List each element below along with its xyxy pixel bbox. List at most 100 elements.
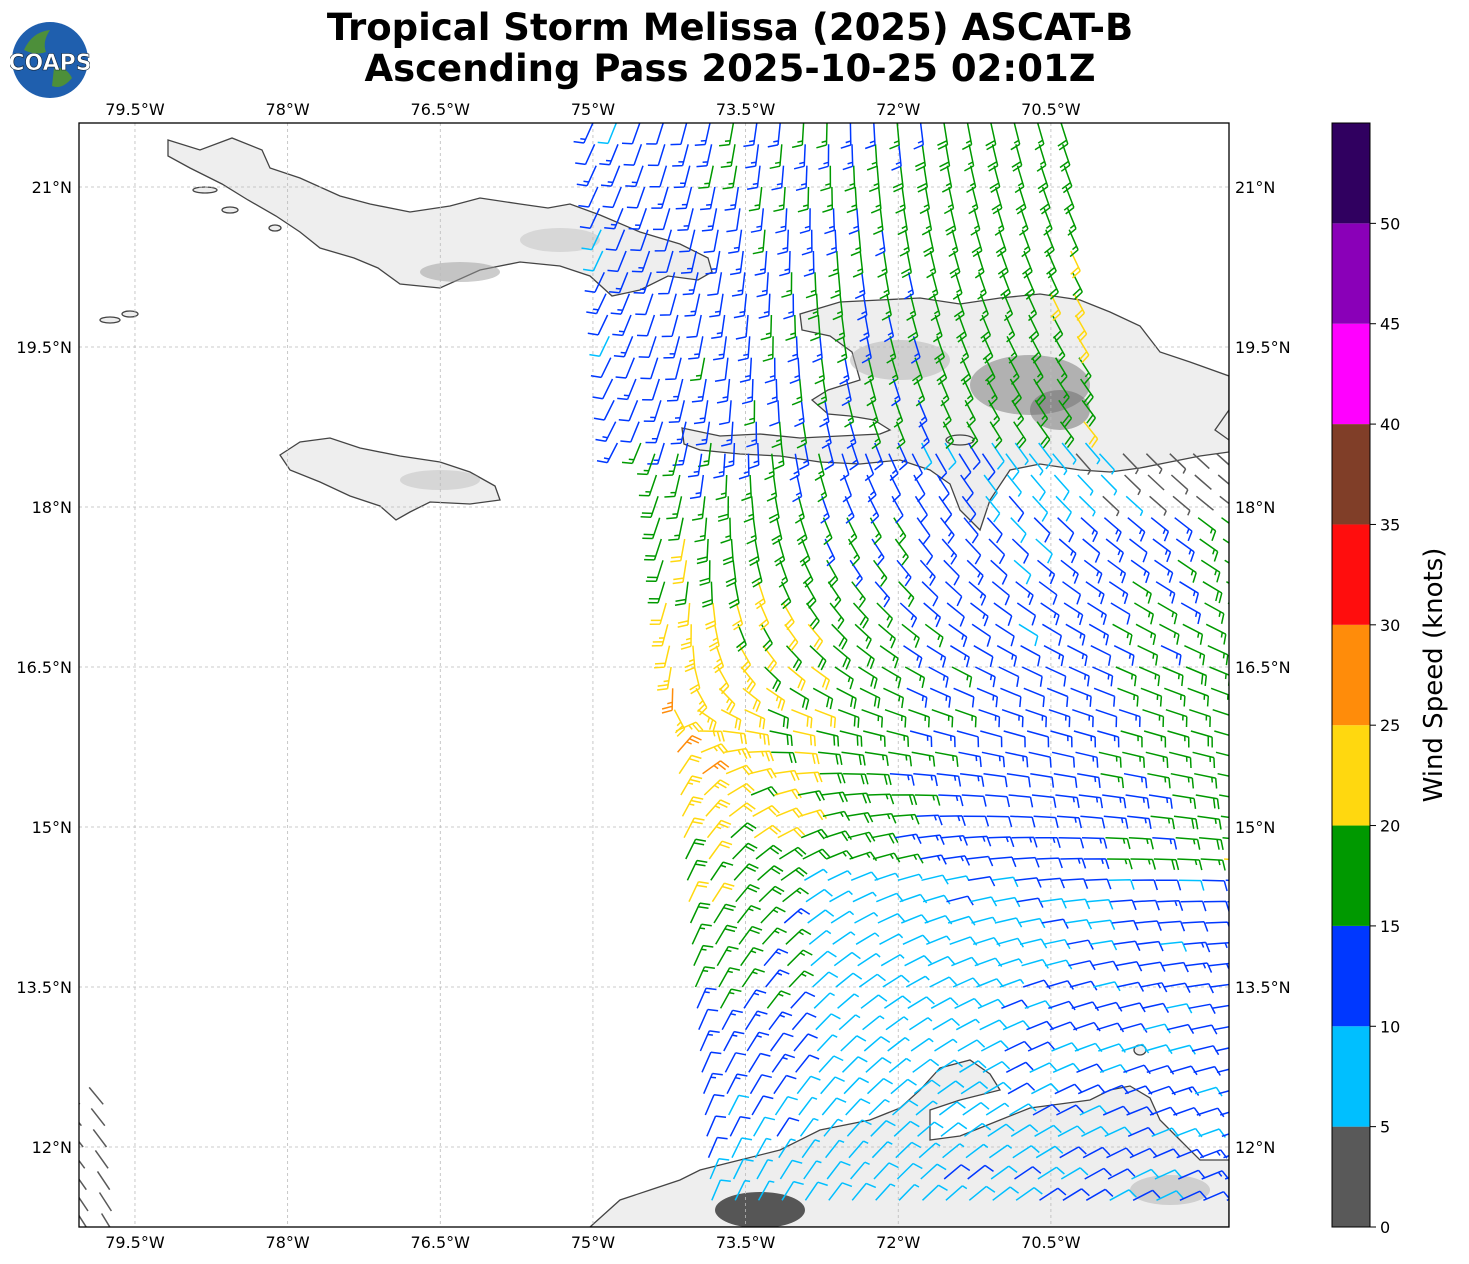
wind-barb (1194, 772, 1218, 789)
wind-barb (1136, 940, 1164, 952)
wind-barb (1195, 495, 1214, 511)
wind-barb (1000, 687, 1022, 708)
wind-barb (1030, 474, 1046, 502)
wind-barb (706, 1115, 727, 1137)
wind-barb (727, 782, 755, 796)
wind-barb (924, 623, 944, 648)
wind-barb (808, 929, 832, 945)
wind-barb (956, 730, 980, 748)
wind-barb (919, 854, 947, 865)
wind-barb (79, 1102, 81, 1105)
wind-barb (1054, 357, 1068, 385)
wind-barb (769, 730, 793, 746)
wind-barb (1048, 708, 1071, 728)
wind-barb (651, 624, 669, 647)
wind-barb (783, 907, 811, 924)
wind-barb (1035, 1145, 1064, 1159)
wind-barb (1071, 1001, 1100, 1012)
wind-barb (744, 400, 756, 426)
wind-barb (795, 165, 808, 192)
wind-barb (857, 293, 868, 321)
wind-barb (1172, 495, 1191, 516)
wind-barb (722, 730, 748, 745)
wind-barb (842, 474, 853, 503)
wind-barb (729, 250, 744, 276)
wind-barb (1157, 900, 1184, 911)
wind-barb (820, 1076, 845, 1095)
wind-barb (902, 934, 931, 945)
wind-barb (807, 623, 824, 651)
wind-barb (889, 772, 915, 786)
wind-barb (774, 1095, 798, 1116)
wind-barb (822, 186, 834, 213)
wind-barb (882, 974, 910, 988)
wind-barb (1058, 399, 1073, 427)
wind-barb (668, 517, 684, 541)
wind-barb (839, 357, 850, 385)
wind-barb (856, 645, 875, 670)
wind-barb (647, 442, 665, 465)
wind-barb (855, 932, 880, 945)
wind-barb (730, 822, 757, 839)
wind-barb (757, 1180, 775, 1201)
wind-barb (963, 517, 979, 544)
wind-barb (750, 786, 779, 797)
wind-barb (1112, 623, 1133, 646)
wind-barb (728, 581, 740, 609)
wind-barb (738, 453, 750, 480)
jamaica-land (279, 437, 501, 521)
wind-barb (1179, 1190, 1208, 1201)
wind-barb (858, 666, 878, 689)
lat-tick-left: 21°N (32, 178, 72, 197)
wind-barb (576, 165, 597, 187)
wind-barb (834, 314, 846, 342)
island (99, 316, 121, 324)
wind-barb (709, 1158, 730, 1180)
wind-barb (698, 165, 714, 189)
colorbar-bin (1332, 725, 1370, 826)
wind-barb (881, 666, 902, 689)
wind-barb (735, 314, 749, 340)
wind-barb (781, 1180, 804, 1201)
wind-barb (755, 844, 783, 860)
lat-tick-right: 16.5°N (1235, 658, 1291, 677)
wind-barb (1006, 772, 1031, 788)
wind-barb (683, 817, 705, 839)
wind-barb (1070, 687, 1092, 707)
wind-barb (758, 602, 770, 631)
wind-barb (664, 474, 681, 498)
wind-barb (1085, 1188, 1114, 1201)
wind-barb (720, 144, 736, 168)
wind-barb (776, 1117, 800, 1137)
wind-barb (672, 560, 688, 585)
wind-barb (981, 751, 1006, 768)
wind-barb (913, 1079, 941, 1095)
wind-barb (868, 1098, 890, 1116)
wind-barb (1034, 1124, 1062, 1137)
wind-barb (848, 208, 860, 235)
wind-barb (957, 1039, 986, 1052)
wind-barb (837, 708, 860, 728)
wind-barb (877, 913, 906, 924)
wind-barb (1073, 730, 1097, 748)
wind-barb (875, 229, 886, 257)
wind-barb (661, 688, 674, 714)
wind-barb (1160, 645, 1182, 666)
wind-barb (949, 250, 961, 279)
wind-barb (1036, 144, 1047, 172)
wind-barb (911, 453, 923, 482)
wind-barb (706, 819, 732, 839)
wind-barb (1220, 815, 1229, 819)
wind-barb (985, 1102, 1010, 1116)
wind-barb (1025, 708, 1048, 728)
wind-barb (936, 772, 962, 787)
wind-barb (705, 250, 721, 275)
wind-barb (1156, 1190, 1184, 1201)
colorbar-tick-label: 20 (1380, 817, 1400, 836)
wind-barb (797, 186, 810, 213)
wind-barb (1039, 1187, 1067, 1201)
wind-barb (1056, 1104, 1084, 1116)
wind-barb (1133, 899, 1160, 911)
wind-barb (961, 123, 973, 151)
